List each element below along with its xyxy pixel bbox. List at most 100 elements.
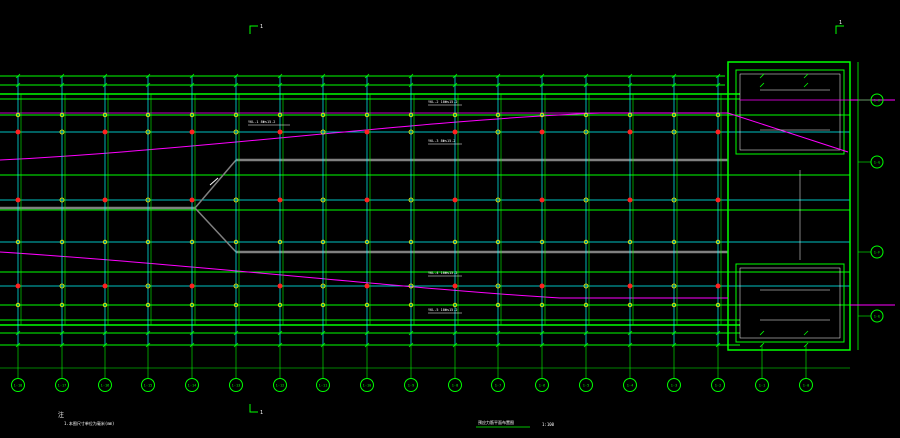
dimension-tick: [539, 82, 545, 88]
column-marker-yellow: [364, 112, 370, 118]
axis-bubble: 1-F: [858, 245, 884, 259]
dimension-tick: [408, 82, 414, 88]
dimension-tick: [539, 73, 545, 79]
axis-bubble: 1-H: [858, 93, 884, 107]
dimension-tick: [495, 330, 501, 336]
column-marker-red: [364, 197, 370, 203]
tendon-label: YKL-5 10Φs15.2: [428, 308, 458, 312]
tendon-label: YKL-1 8Φs15.2: [248, 120, 275, 124]
column-marker-yellow: [364, 239, 370, 245]
column-marker-yellow: [495, 112, 501, 118]
axis-bubble-label: 1-13: [232, 384, 241, 388]
dimension-tick: [715, 330, 721, 336]
dimension-tick: [233, 342, 239, 348]
column-marker-red: [452, 197, 458, 203]
axis-bubble-label: 1-15: [144, 384, 153, 388]
dimension-tick: [759, 73, 765, 79]
tendon-labels: YKL-1 8Φs15.2 YKL-2 10Φs15.2 YKL-3 8Φs15…: [248, 100, 462, 314]
column-marker-yellow: [233, 283, 239, 289]
dimension-tick: [102, 330, 108, 336]
axis-bubble-label: 1-18: [14, 384, 23, 388]
column-marker-yellow: [495, 197, 501, 203]
column-marker-yellow: [408, 283, 414, 289]
column-marker-yellow: [408, 129, 414, 135]
axis-bubble: 1-11: [316, 378, 330, 392]
column-marker-red: [715, 197, 721, 203]
column-marker-red: [715, 283, 721, 289]
dimension-tick: [803, 342, 809, 348]
axis-bubble-label: 1-2: [715, 384, 722, 388]
axis-bubble-label: 1-14: [188, 384, 197, 388]
axis-bubble-label: 1-H: [874, 99, 881, 103]
dimension-tick: [59, 73, 65, 79]
column-marker-red: [102, 129, 108, 135]
dimension-tick: [452, 342, 458, 348]
column-marker-yellow: [408, 239, 414, 245]
section-mark-label: 1: [260, 410, 263, 416]
axis-bubble: 1-13: [229, 378, 243, 392]
column-marker-yellow: [583, 283, 589, 289]
axis-bubble-label: 1-G: [874, 161, 881, 165]
dimension-tick: [671, 82, 677, 88]
dimension-tick: [189, 82, 195, 88]
column-marker-red: [15, 283, 21, 289]
dimension-tick: [277, 73, 283, 79]
dimension-tick: [627, 330, 633, 336]
axis-bubble-label: 1-5: [583, 384, 590, 388]
column-marker-yellow: [59, 283, 65, 289]
column-marker-yellow: [233, 129, 239, 135]
axis-bubble: 1-7: [491, 378, 505, 392]
axis-bubble-label: 1-16: [101, 384, 110, 388]
column-marker-red: [627, 283, 633, 289]
dimension-tick: [759, 82, 765, 88]
column-marker-yellow: [715, 239, 721, 245]
column-marker-red: [102, 197, 108, 203]
column-marker-yellow: [189, 239, 195, 245]
axis-bubble-label: 1-9: [408, 384, 415, 388]
dimension-tick: [715, 82, 721, 88]
tendon-label: YKL-4 10Φs15.2: [428, 271, 458, 275]
axis-bubble: 1-3: [667, 378, 681, 392]
dimension-tick: [277, 82, 283, 88]
column-marker-red: [627, 197, 633, 203]
dimension-tick: [715, 342, 721, 348]
axis-bubble: 1-2: [711, 378, 725, 392]
drawing-title: 预应力筋平面布置图: [478, 419, 514, 425]
dimension-tick: [189, 330, 195, 336]
axis-bubble: 1-E: [858, 309, 884, 323]
column-marker-yellow: [627, 302, 633, 308]
column-marker-yellow: [145, 112, 151, 118]
axis-bubble-label: 1-6: [539, 384, 546, 388]
dimension-tick: [627, 73, 633, 79]
column-marker-yellow: [452, 112, 458, 118]
dimension-tick: [15, 82, 21, 88]
axis-bubble-label: 1-0: [803, 384, 810, 388]
column-marker-yellow: [627, 112, 633, 118]
dimension-tick: [15, 342, 21, 348]
axis-bubble-label: 1-7: [495, 384, 502, 388]
column-marker-yellow: [189, 112, 195, 118]
dimension-tick: [320, 342, 326, 348]
column-marker-red: [627, 129, 633, 135]
column-marker-red: [189, 129, 195, 135]
dimension-tick: [102, 342, 108, 348]
column-marker-yellow: [408, 112, 414, 118]
column-marker-yellow: [452, 239, 458, 245]
dimension-tick: [277, 342, 283, 348]
dimension-tick: [145, 330, 151, 336]
dimension-tick: [364, 73, 370, 79]
column-marker-yellow: [495, 129, 501, 135]
dimension-tick: [627, 82, 633, 88]
dimension-tick: [539, 330, 545, 336]
dimension-tick: [452, 330, 458, 336]
column-marker-red: [364, 283, 370, 289]
axis-bubble: 1-8: [448, 378, 462, 392]
column-marker-red: [539, 129, 545, 135]
column-markers: [15, 112, 721, 308]
dimension-tick: [408, 342, 414, 348]
column-marker-yellow: [277, 302, 283, 308]
axis-bubble-label: 1-4: [627, 384, 634, 388]
dimension-tick: [364, 82, 370, 88]
